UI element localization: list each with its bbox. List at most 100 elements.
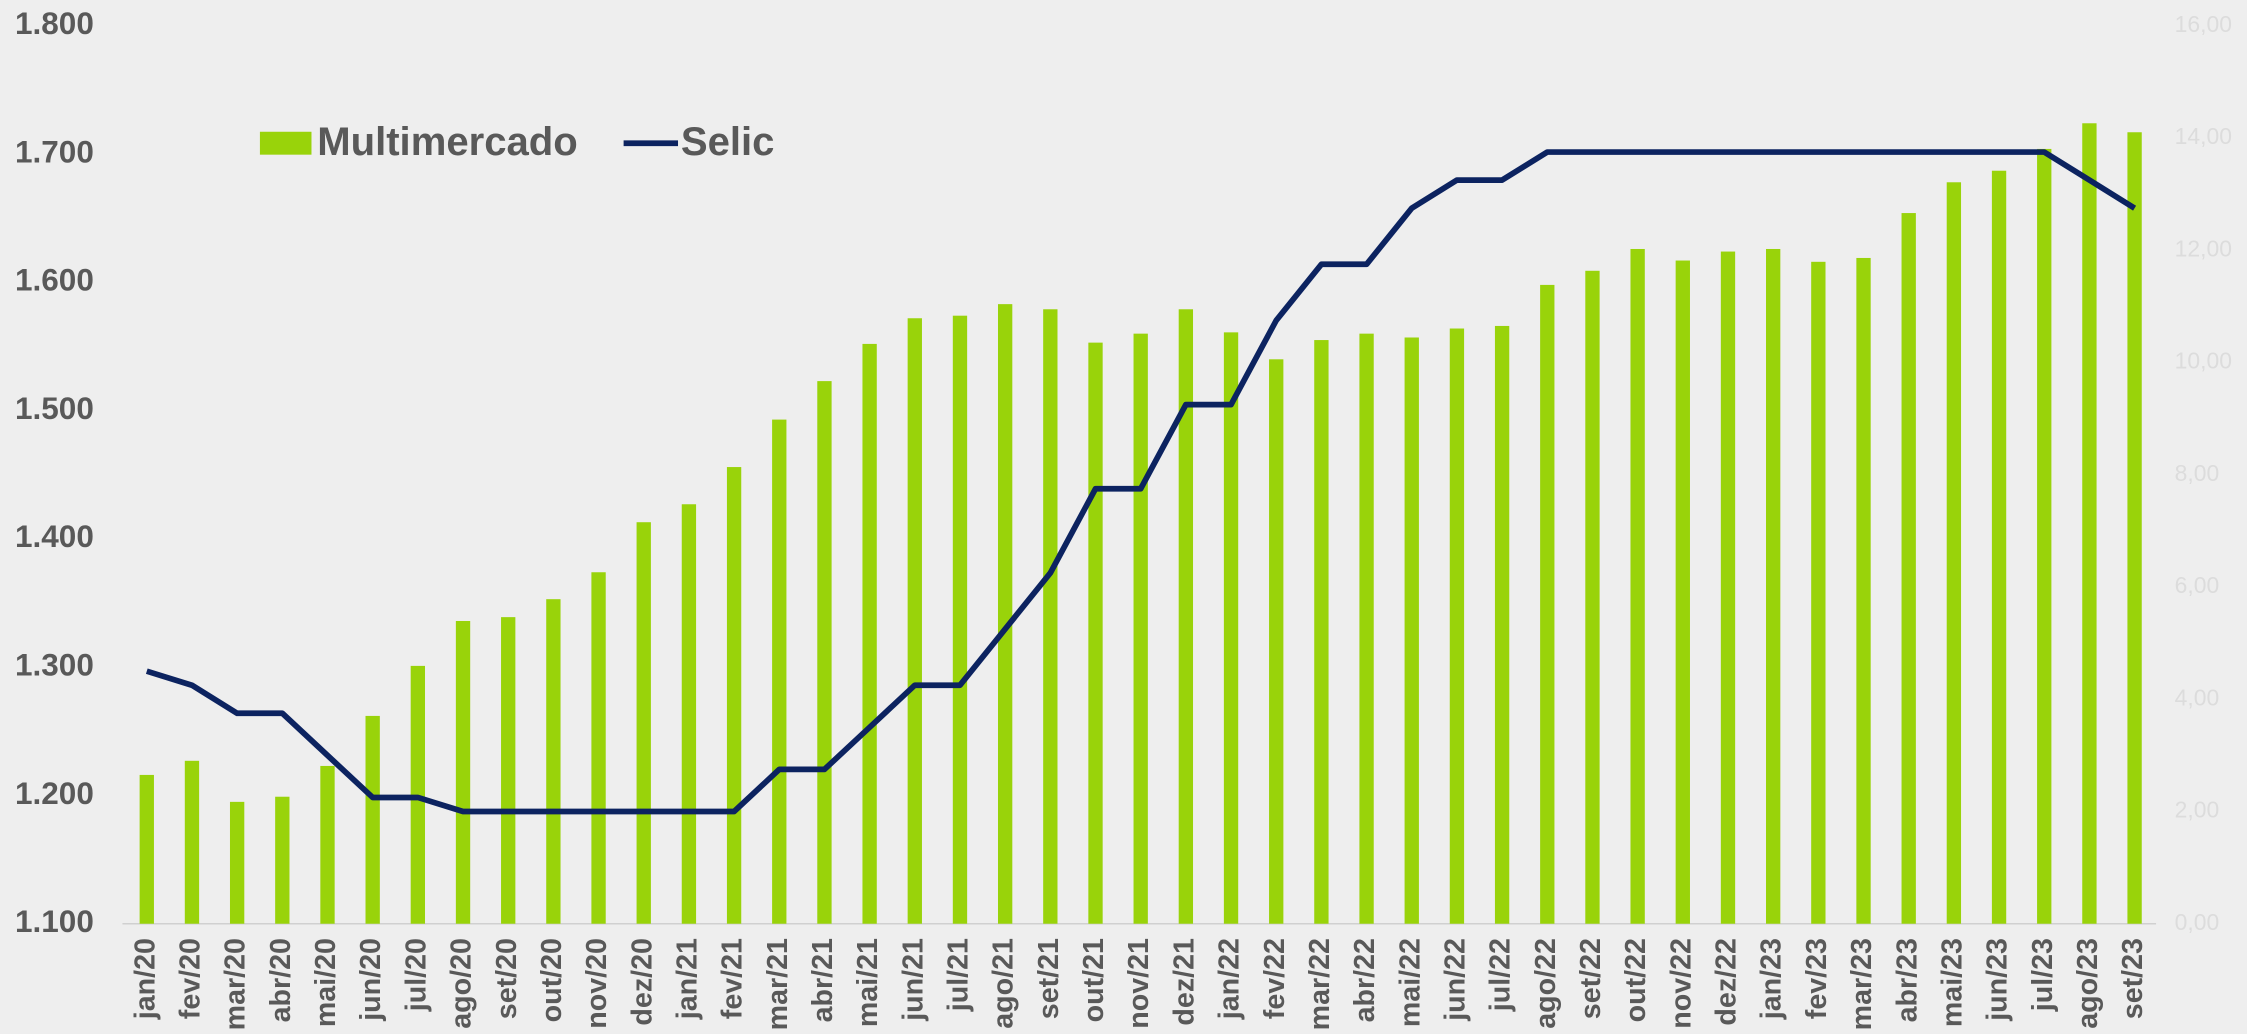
x-tick-label: jul/20 <box>400 938 432 1012</box>
x-tick-label: jul/21 <box>943 938 975 1012</box>
bar <box>1043 309 1058 924</box>
x-tick-label: fev/21 <box>717 938 749 1019</box>
bar <box>1630 248 1645 924</box>
bar <box>1856 257 1871 924</box>
line <box>145 149 2137 815</box>
bar <box>1314 340 1329 924</box>
bar <box>636 522 651 924</box>
x-tick-label: abr/21 <box>807 938 839 1022</box>
x-tick-label: jul/22 <box>1485 938 1517 1012</box>
y2-tick-label: 2,00 <box>2175 797 2220 823</box>
y2-tick-label: 12,00 <box>2175 235 2232 261</box>
bar <box>997 304 1013 924</box>
bar <box>1494 325 1510 924</box>
x-tick-label: mar/23 <box>1846 938 1878 1030</box>
bar <box>2037 148 2052 924</box>
x-tick-label: mar/20 <box>220 938 252 1030</box>
bar <box>1359 333 1374 924</box>
bar <box>862 343 877 924</box>
x-tick-label: set/22 <box>1575 938 1607 1019</box>
x-tick-label: abr/20 <box>265 938 297 1022</box>
x-tick-label: fev/22 <box>1259 938 1291 1019</box>
y2-tick-label: 6,00 <box>2175 572 2220 598</box>
x-tick-label: mai/21 <box>852 938 884 1027</box>
bar <box>1766 248 1781 924</box>
y-tick-label: 1.300 <box>15 646 94 682</box>
bar <box>1178 309 1194 924</box>
x-tick-label: dez/21 <box>1168 938 1200 1026</box>
legend-swatch <box>259 131 312 155</box>
x-tick-label: jun/23 <box>1982 938 2014 1022</box>
y2-tick-label: 0,00 <box>2175 909 2220 935</box>
x-tick-label: fev/23 <box>1801 938 1833 1019</box>
bar <box>817 381 832 924</box>
bar <box>229 801 245 924</box>
x-tick-label: out/20 <box>536 938 568 1022</box>
x-tick-label: jun/20 <box>355 938 387 1022</box>
x-tick-label: nov/22 <box>1665 938 1697 1029</box>
bar <box>1449 328 1465 924</box>
y-tick-label: 1.700 <box>15 133 94 169</box>
x-tick-label: jan/20 <box>129 938 161 1020</box>
x-tick-label: nov/20 <box>581 938 613 1029</box>
y2-tick-label: 10,00 <box>2175 348 2232 374</box>
bar <box>275 796 290 924</box>
x-tick-label: dez/22 <box>1711 938 1743 1026</box>
x-tick-label: jan/22 <box>1214 938 1246 1020</box>
bar <box>1540 284 1555 924</box>
x-tick-label: set/21 <box>1033 938 1065 1019</box>
y-tick-label: 1.200 <box>15 775 94 811</box>
bar <box>1223 332 1239 924</box>
y-tick-label: 1.400 <box>15 518 94 554</box>
bar <box>320 765 335 924</box>
bar <box>1133 333 1148 924</box>
x-tick-label: ago/23 <box>2072 938 2104 1029</box>
y-tick-label: 1.600 <box>15 262 94 298</box>
x-tick-label: jan/23 <box>1756 938 1788 1020</box>
bar <box>184 760 200 924</box>
y2-tick-label: 4,00 <box>2175 684 2220 710</box>
bar <box>2082 123 2097 924</box>
bar <box>907 318 922 924</box>
bar <box>1404 337 1419 924</box>
y-tick-label: 1.500 <box>15 390 94 426</box>
bar <box>1269 359 1284 924</box>
y-tick-label: 1.800 <box>15 5 94 41</box>
bar <box>1720 251 1736 924</box>
legend-label: Multimercado <box>317 120 578 164</box>
bar <box>501 617 516 924</box>
x-tick-label: jun/22 <box>1439 938 1471 1022</box>
x-tick-label: set/23 <box>2117 938 2149 1019</box>
bar <box>1946 182 1962 924</box>
bar <box>1675 260 1690 924</box>
x-tick-label: mai/23 <box>1936 938 1968 1027</box>
bar <box>1585 270 1600 924</box>
x-tick-label: fev/20 <box>175 938 207 1019</box>
x-tick-label: out/21 <box>1078 938 1110 1022</box>
bar <box>1991 170 2007 924</box>
y2-tick-label: 8,00 <box>2175 460 2220 486</box>
legend-label: Selic <box>681 120 775 164</box>
bar <box>772 419 787 924</box>
x-tick-label: abr/22 <box>1349 938 1381 1022</box>
bar <box>591 572 606 924</box>
y2-tick-label: 16,00 <box>2175 11 2232 37</box>
x-tick-label: nov/21 <box>1123 938 1155 1029</box>
bar <box>365 715 380 924</box>
bar <box>726 467 742 924</box>
x-tick-label: ago/20 <box>446 938 478 1029</box>
x-tick-label: abr/23 <box>1891 938 1923 1022</box>
bar <box>681 504 697 924</box>
bar <box>1811 261 1826 924</box>
x-tick-label: ago/21 <box>988 938 1020 1029</box>
x-tick-label: dez/20 <box>626 938 658 1026</box>
bar <box>2127 132 2142 924</box>
x-tick-label: jun/21 <box>897 938 929 1022</box>
bar <box>952 315 968 924</box>
x-tick-label: mai/22 <box>1394 938 1426 1027</box>
x-tick-label: mar/21 <box>762 938 794 1030</box>
bar <box>139 774 154 924</box>
x-tick-label: jul/23 <box>2027 938 2059 1012</box>
x-tick-label: ago/22 <box>1530 938 1562 1029</box>
